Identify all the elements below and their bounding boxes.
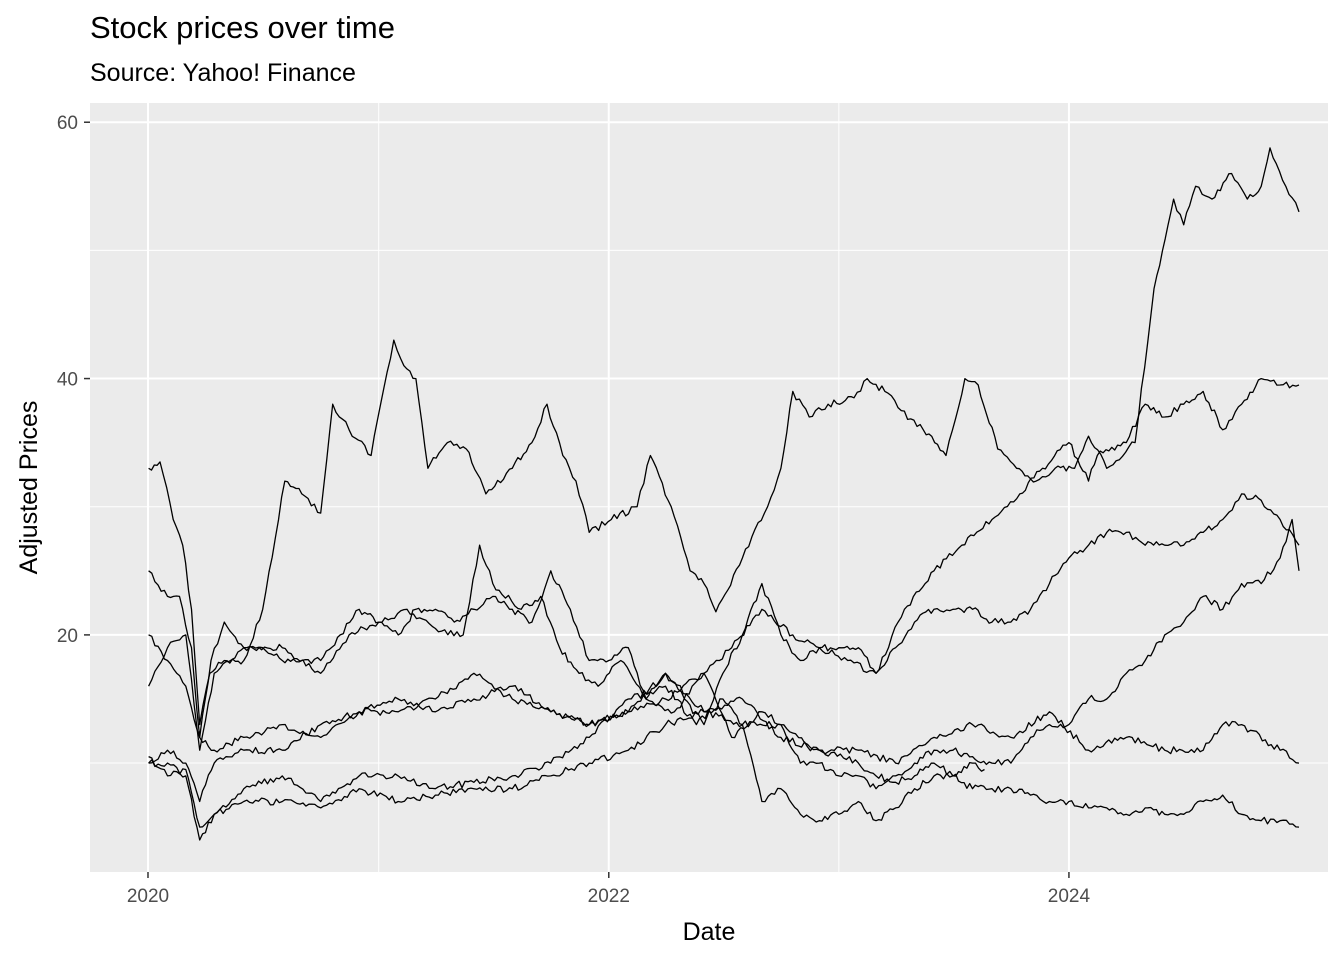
chart-subtitle: Source: Yahoo! Finance: [90, 59, 356, 87]
series-line: [148, 672, 1300, 803]
series-line: [148, 493, 1300, 739]
x-tick-label: 2020: [127, 886, 169, 907]
chart-title: Stock prices over time: [90, 10, 395, 45]
series-line: [148, 147, 1300, 726]
x-tick-label: 2024: [1048, 886, 1091, 907]
y-tick-label: 60: [57, 113, 78, 134]
grid-minor: [90, 103, 1328, 872]
x-axis-title: Date: [683, 918, 736, 946]
plot-panel: [90, 103, 1328, 872]
series-line: [148, 685, 1300, 828]
axis-ticks: [84, 121, 1070, 878]
y-tick-label: 40: [57, 370, 78, 391]
series-line: [148, 377, 1300, 751]
series-line: [148, 708, 985, 841]
y-tick-label: 20: [57, 626, 78, 647]
x-tick-label: 2022: [588, 886, 630, 907]
series-lines: [148, 147, 1300, 841]
axis-tick-labels: 20 40 60 2020 2022 2024: [57, 113, 1091, 907]
series-line: [148, 518, 1300, 790]
grid-major: [90, 103, 1328, 872]
y-axis-title: Adjusted Prices: [15, 401, 43, 575]
